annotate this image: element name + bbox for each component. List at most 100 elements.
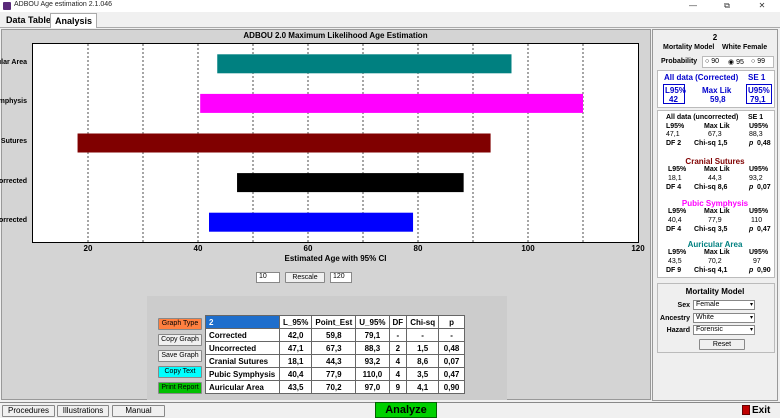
table-header-l95: L_95%	[278, 315, 313, 329]
uncorrected-maxlik: 67,3	[708, 131, 722, 138]
pubic-title: Pubic Symphysis	[681, 199, 749, 208]
cranial-p-label: p	[749, 184, 754, 191]
hazard-label: Hazard	[666, 327, 690, 334]
cell-df: 9	[388, 380, 408, 394]
row-label: Corrected	[205, 328, 280, 342]
auricular-title: Auricular Area	[687, 240, 743, 249]
cell-point: 59,8	[311, 328, 357, 342]
window-title: ADBOU Age estimation 2.1.046	[14, 1, 113, 8]
uncorrected-se: SE 1	[748, 114, 764, 121]
rescale-min-input[interactable]: 10	[256, 272, 280, 283]
category-label: Uncorrected	[0, 177, 27, 185]
cranial-l95-label: L95%	[668, 166, 687, 173]
uncorrected-u95-label: U95%	[749, 123, 769, 130]
auricular-p: 0,90	[757, 267, 771, 274]
close-button[interactable]: ✕	[758, 1, 766, 10]
x-tick-label: 20	[83, 244, 93, 253]
category-label: Pubic Symphysis	[0, 98, 27, 106]
bar-auricular-area	[217, 54, 512, 74]
prob-90-radio[interactable]: ○ 90	[705, 58, 719, 65]
table-header-point: Point_Est	[311, 315, 357, 329]
corrected-u95-label: U95%	[748, 86, 770, 95]
tab-data-table[interactable]: Data Table	[6, 15, 51, 25]
sex-select[interactable]: Female ▾	[693, 300, 755, 310]
graph-type-button[interactable]: Graph Type	[158, 318, 202, 330]
pubic-u95-label: U95%	[749, 208, 769, 215]
pubic-p-label: p	[749, 226, 754, 233]
chevron-down-icon: ▾	[749, 302, 753, 308]
sex-label: Sex	[677, 302, 690, 309]
copy-graph-button[interactable]: Copy Graph	[158, 334, 202, 346]
mortality-model-value: White Female	[722, 44, 768, 51]
cell-df: 4	[388, 354, 408, 368]
rescale-max-input[interactable]: 120	[330, 272, 352, 283]
tab-analysis[interactable]: Analysis	[50, 13, 98, 28]
corrected-l95-box	[663, 84, 685, 104]
row-label: Auricular Area	[205, 380, 280, 394]
analyze-button[interactable]: Analyze	[375, 402, 437, 418]
table-header-chisq: Chi-sq	[406, 315, 440, 329]
cell-u95: 93,2	[355, 354, 390, 368]
procedures-button[interactable]: Procedures	[2, 405, 55, 417]
reset-button[interactable]: Reset	[699, 339, 745, 350]
bar-corrected	[209, 212, 414, 232]
chart-plot-area	[32, 43, 639, 243]
save-graph-button[interactable]: Save Graph	[158, 350, 202, 362]
cell-l95: 40,4	[278, 367, 313, 381]
cell-chisq: 3,5	[406, 367, 440, 381]
cell-chisq: 8,6	[406, 354, 440, 368]
prob-95-radio[interactable]: ◉ 95	[728, 59, 744, 66]
pubic-chisq: Chi-sq 3,5	[694, 226, 728, 233]
auricular-df: DF 9	[666, 267, 682, 274]
row-label: Uncorrected	[205, 341, 280, 355]
uncorrected-u95: 88,3	[749, 131, 763, 138]
ancestry-label: Ancestry	[660, 315, 690, 322]
cell-point: 70,2	[311, 380, 357, 394]
title-bar: ADBOU Age estimation 2.1.046 — ⧉ ✕	[0, 0, 780, 12]
prob-99-label: 99	[757, 58, 765, 65]
minimize-button[interactable]: —	[689, 1, 697, 10]
table-row: Pubic Symphysis 40,4 77,9 110,0 4 3,5 0,47	[205, 367, 466, 381]
cranial-u95-label: U95%	[749, 166, 769, 173]
cell-p: 0,48	[438, 341, 466, 355]
exit-button[interactable]: Exit	[752, 405, 771, 416]
table-row: Cranial Sutures 18,1 44,3 93,2 4 8,6 0,07	[205, 354, 466, 368]
hazard-select[interactable]: Forensic ▾	[693, 325, 755, 335]
restore-button[interactable]: ⧉	[724, 1, 730, 10]
copy-text-button[interactable]: Copy Text	[158, 366, 202, 378]
illustrations-button[interactable]: Illustrations	[57, 405, 109, 417]
cranial-l95: 18,1	[668, 175, 682, 182]
auricular-u95-label: U95%	[749, 249, 769, 256]
cell-chisq: -	[406, 328, 440, 342]
table-row: Corrected 42,0 59,8 79,1- - -	[205, 328, 466, 342]
print-report-button[interactable]: Print Report	[158, 382, 202, 394]
cranial-u95: 93,2	[749, 175, 763, 182]
pubic-u95: 110	[751, 217, 763, 224]
cranial-title: Cranial Sutures	[685, 157, 745, 166]
ancestry-select[interactable]: White ▾	[693, 313, 755, 323]
group-stats-box	[657, 110, 775, 278]
hazard-value: Forensic	[696, 326, 723, 333]
cell-u95: 110,0	[355, 367, 390, 381]
table-header-id: 2	[205, 315, 280, 329]
x-tick-label: 80	[413, 244, 423, 253]
prob-95-label: 95	[736, 59, 744, 66]
app-icon	[3, 2, 11, 10]
cell-point: 44,3	[311, 354, 357, 368]
uncorrected-l95-label: L95%	[666, 123, 685, 130]
category-label: Corrected	[0, 217, 27, 225]
cell-p: 0,90	[438, 380, 466, 394]
probability-label: Probability	[661, 58, 698, 65]
bar-uncorrected	[237, 173, 464, 193]
table-header-p: p	[438, 315, 466, 329]
prob-99-radio[interactable]: ○ 99	[751, 58, 765, 65]
bar-pubic-symphysis	[200, 93, 583, 113]
cranial-maxlik: 44,3	[708, 175, 722, 182]
rescale-button[interactable]: Rescale	[285, 272, 325, 283]
manual-button[interactable]: Manual	[112, 405, 165, 417]
uncorrected-maxlik-label: Max Lik	[704, 123, 730, 130]
table-header-u95: U_95%	[355, 315, 390, 329]
cell-l95: 42,0	[278, 328, 313, 342]
row-label: Pubic Symphysis	[205, 367, 280, 381]
cell-point: 67,3	[311, 341, 357, 355]
